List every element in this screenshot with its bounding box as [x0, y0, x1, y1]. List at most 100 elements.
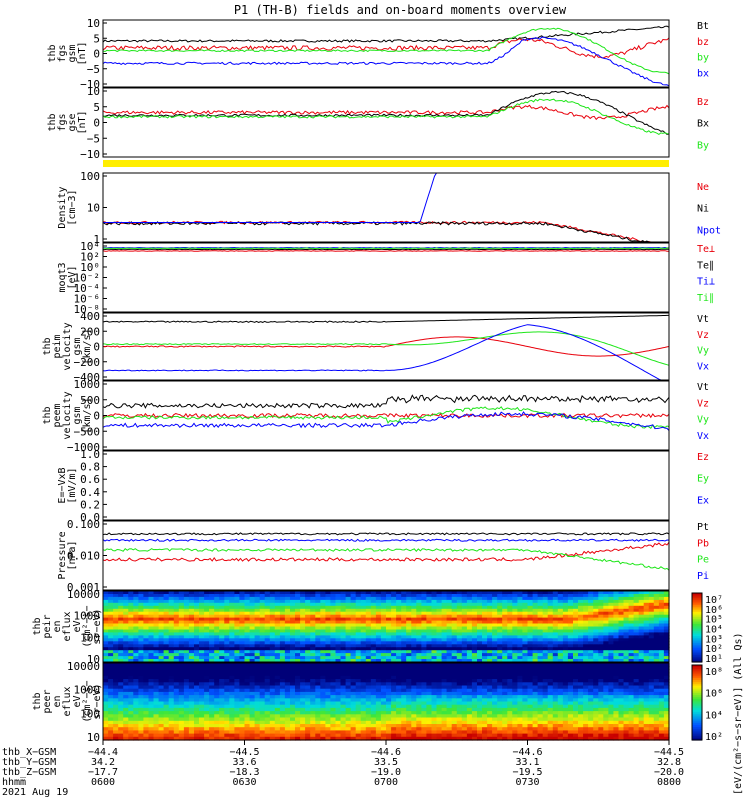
heat-cell: [224, 675, 230, 680]
heat-cell: [315, 647, 321, 651]
heat-cell: [557, 599, 564, 604]
heat-cell: [305, 724, 311, 728]
heat-cell: [608, 611, 615, 616]
heat-cell: [461, 717, 468, 722]
heat-cell: [663, 641, 670, 645]
heat-cell: [330, 724, 337, 728]
heat-cell: [133, 653, 139, 657]
heat-cell: [330, 638, 337, 642]
heat-cell: [360, 685, 367, 690]
heat-cell: [527, 733, 534, 738]
heat-cell: [259, 733, 266, 738]
heat-cell: [118, 679, 124, 683]
heat-cell: [335, 602, 342, 607]
heat-cell: [188, 614, 195, 619]
heat-cell: [567, 608, 574, 613]
heat-cell: [143, 623, 150, 628]
heat-cell: [163, 653, 170, 657]
heat-cell: [416, 720, 422, 725]
heat-cell: [487, 724, 493, 728]
heat-cell: [421, 688, 428, 693]
heat-cell: [537, 720, 544, 725]
heat-cell: [588, 620, 594, 625]
heat-cell: [380, 617, 387, 622]
heat-cell: [194, 733, 200, 738]
heat-cell: [224, 641, 230, 645]
heat-cell: [320, 701, 326, 706]
heat-cell: [199, 711, 205, 715]
heat-cell: [143, 641, 150, 645]
heat-cell: [178, 695, 185, 699]
heat-cell: [113, 623, 119, 628]
heat-cell: [315, 733, 321, 738]
heat-cell: [492, 659, 498, 663]
heat-cell: [320, 704, 326, 709]
heat-cell: [234, 632, 241, 636]
heat-cell: [264, 730, 271, 735]
heat-cell: [416, 736, 422, 741]
heat-cell: [507, 711, 513, 715]
heat-cell: [623, 632, 630, 636]
heat-cell: [234, 736, 241, 741]
heat-cell: [471, 704, 478, 709]
heat-cell: [178, 635, 185, 639]
heat-cell: [340, 701, 347, 706]
heat-cell: [436, 638, 443, 642]
heat-cell: [421, 666, 428, 670]
heat-cell: [264, 614, 271, 619]
heat-cell: [406, 707, 412, 712]
heat-cell: [512, 698, 518, 703]
heat-cell: [477, 644, 483, 648]
heat-cell: [507, 611, 513, 616]
heat-cell: [466, 695, 473, 699]
heat-cell: [628, 626, 635, 631]
heat-cell: [456, 691, 463, 696]
heat-cell: [512, 591, 518, 595]
heat-cell: [340, 663, 347, 667]
heat-cell: [123, 608, 129, 613]
heat-cell: [365, 596, 372, 601]
heat-cell: [279, 608, 286, 613]
heat-cell: [204, 638, 210, 642]
heat-cell: [380, 596, 387, 601]
heat-cell: [345, 599, 352, 604]
heat-cell: [507, 688, 513, 693]
heat-cell: [183, 672, 190, 677]
heat-cell: [517, 608, 524, 613]
heat-cell: [234, 691, 241, 696]
heat-cell: [199, 635, 205, 639]
heat-cell: [578, 647, 584, 651]
heat-cell: [633, 656, 640, 660]
heat-cell: [300, 666, 306, 670]
heat-cell: [219, 638, 225, 642]
heat-cell: [461, 620, 468, 625]
heat-cell: [173, 641, 180, 645]
legend-label: Pb: [697, 538, 709, 549]
heat-cell: [224, 629, 230, 634]
y-tick-label: 0.2: [80, 498, 100, 511]
heat-cell: [477, 698, 483, 703]
heat-cell: [209, 663, 215, 667]
heat-cell: [113, 695, 119, 699]
heat-cell: [532, 653, 539, 657]
heat-cell: [290, 641, 296, 645]
heat-cell: [315, 591, 321, 595]
heat-cell: [153, 701, 160, 706]
heat-cell: [562, 647, 569, 651]
heat-cell: [380, 717, 387, 722]
heat-cell: [295, 707, 301, 712]
heat-cell: [512, 691, 518, 696]
heat-cell: [269, 698, 276, 703]
heat-cell: [279, 691, 286, 696]
heat-cell: [492, 596, 498, 601]
heat-cell: [264, 695, 271, 699]
heat-cell: [391, 730, 397, 735]
heat-cell: [426, 711, 433, 715]
heat-cell: [350, 650, 357, 654]
heat-cell: [209, 635, 215, 639]
heat-cell: [188, 711, 195, 715]
heat-cell: [188, 591, 195, 595]
heat-cell: [380, 647, 387, 651]
heat-cell: [547, 594, 554, 598]
heat-cell: [391, 620, 397, 625]
